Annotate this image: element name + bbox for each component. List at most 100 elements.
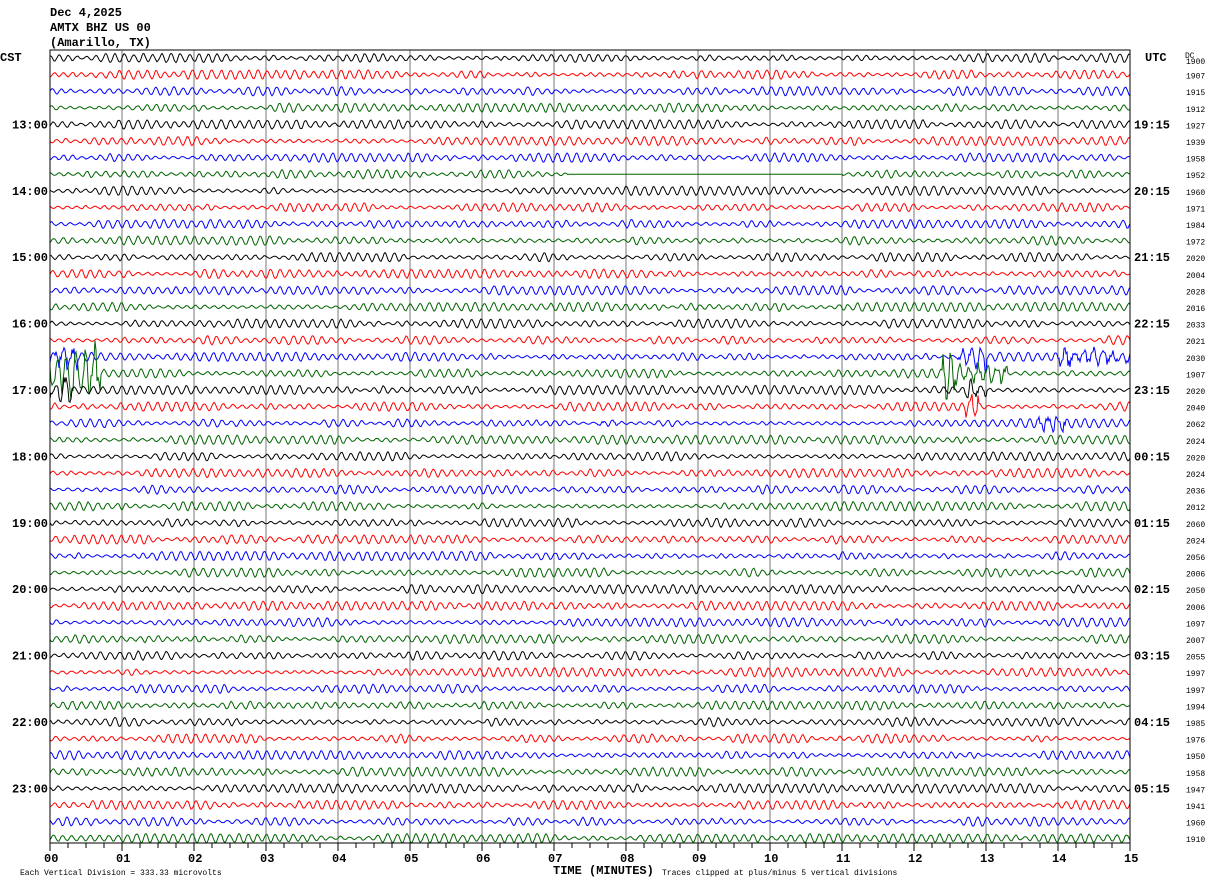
seismic-trace-row [49,567,1131,579]
dc-offset-label: 1912 [1186,106,1205,115]
seismic-trace-row [49,782,1131,794]
cst-time-label: 17:00 [12,384,48,398]
seismic-trace-row [49,500,1131,512]
seismic-trace-row [49,340,1131,400]
seismic-trace-row [49,168,1131,180]
dc-offset-label: 1947 [1186,786,1205,795]
cst-time-label: 14:00 [12,185,48,199]
seismic-trace-row [49,832,1131,844]
dc-offset-label: 2006 [1186,571,1205,580]
seismic-trace-row [49,700,1131,711]
dc-offset-label: 1971 [1186,205,1205,214]
seismic-trace-row [49,377,1130,403]
seismic-trace-row [49,467,1131,479]
x-tick-label: 14 [1052,852,1066,866]
cst-time-label: 18:00 [12,450,48,464]
dc-offset-label: 2020 [1186,255,1205,264]
seismic-trace-row [49,550,1130,562]
seismic-trace-row [49,318,1131,329]
dc-offset-label: 1941 [1186,803,1205,812]
dc-offset-label: 1907 [1186,73,1205,82]
utc-time-label: 02:15 [1134,583,1170,597]
seismic-trace-row [49,185,1131,197]
x-tick-label: 11 [836,852,850,866]
utc-time-label: 00:15 [1134,450,1170,464]
x-tick-label: 15 [1124,852,1138,866]
seismic-trace-row [49,666,1131,678]
dc-header: DC [1185,52,1195,61]
seismic-trace-row [49,484,1131,495]
dc-offset-label: 2006 [1186,604,1205,613]
dc-offset-label: 1950 [1186,753,1205,762]
x-tick-label: 09 [692,852,706,866]
dc-offset-label: 2056 [1186,554,1205,563]
dc-offset-label: 2012 [1186,504,1205,513]
seismic-trace-row [49,716,1131,728]
dc-offset-label: 2024 [1186,471,1205,480]
seismic-trace-row [49,600,1131,612]
x-axis-title: TIME (MINUTES) [553,864,654,878]
utc-time-label: 21:15 [1134,251,1170,265]
seismic-trace-row [49,119,1131,130]
cst-time-label: 16:00 [12,318,48,332]
utc-time-label: 05:15 [1134,782,1170,796]
seismic-trace-row [49,749,1131,761]
seismic-trace-row [49,135,1131,147]
utc-label: UTC [1145,51,1167,65]
seismic-trace-row [49,766,1131,778]
dc-offset-label: 2036 [1186,488,1205,497]
dc-offset-label: 1985 [1186,720,1205,729]
x-tick-label: 02 [188,852,202,866]
dc-offset-label: 2030 [1186,355,1205,364]
seismic-trace-row [49,533,1131,545]
seismic-trace-row [49,85,1131,97]
utc-time-label: 03:15 [1134,650,1170,664]
dc-offset-label: 1097 [1186,620,1205,629]
dc-offset-label: 1997 [1186,687,1205,696]
utc-time-label: 01:15 [1134,517,1170,531]
seismic-trace-row [49,301,1131,313]
x-tick-label: 01 [116,852,130,866]
seismic-trace-row [49,218,1131,230]
dc-offset-label: 1915 [1186,89,1205,98]
seismic-trace-row [49,683,1131,695]
dc-offset-label: 2062 [1186,421,1205,430]
x-tick-label: 06 [476,852,490,866]
seismic-trace-row [49,816,1131,827]
plot-frame [49,49,1131,844]
dc-offset-label: 1958 [1186,156,1205,165]
dc-offset-label: 1972 [1186,239,1205,248]
dc-offset-label: 2024 [1186,537,1205,546]
cst-time-label: 13:00 [12,118,48,132]
dc-offset-label: 1952 [1186,172,1205,181]
date-title: Dec 4,2025 [50,6,122,20]
seismic-trace-row [49,251,1131,263]
seismic-trace-row [49,102,1131,114]
x-tick-label: 13 [980,852,994,866]
dc-offset-label: 1960 [1186,820,1205,829]
dc-offset-label: 2033 [1186,322,1205,331]
seismic-trace-row [50,52,1131,64]
traces [49,52,1131,844]
cst-time-label: 22:00 [12,716,48,730]
utc-time-label: 04:15 [1134,716,1170,730]
dc-offset-label: 1960 [1186,189,1205,198]
seismic-trace-row [49,393,1131,418]
x-tick-label: 00 [44,852,58,866]
seismic-trace-row [49,633,1131,645]
seismic-trace-row [49,152,1131,163]
dc-offset-label: 2016 [1186,305,1205,314]
x-tick-label: 10 [764,852,778,866]
cst-label: CST [0,51,22,65]
grid [49,50,1131,851]
dc-offset-label: 1997 [1186,670,1205,679]
seismic-trace-row [49,434,1131,446]
dc-offset-label: 2020 [1186,454,1205,463]
dc-offset-label: 2020 [1186,388,1205,397]
dc-offset-label: 1927 [1186,122,1205,131]
location-title: (Amarillo, TX) [50,36,151,50]
seismic-trace-row [49,415,1131,434]
footer-clip: Traces clipped at plus/minus 5 vertical … [662,869,897,878]
seismic-trace-row [49,201,1131,213]
